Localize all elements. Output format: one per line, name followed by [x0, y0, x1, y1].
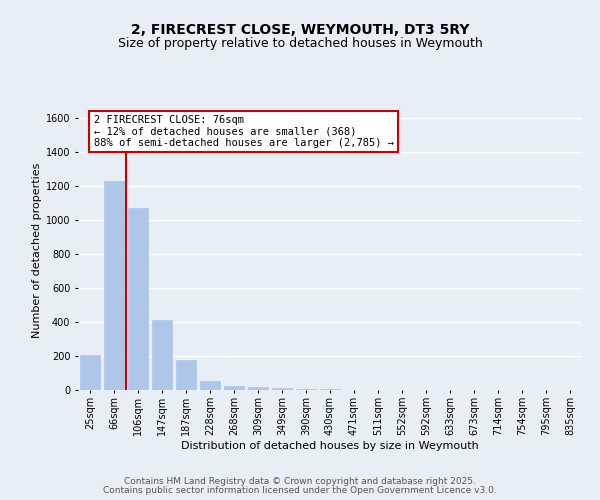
Bar — [176, 360, 196, 390]
Text: Contains public sector information licensed under the Open Government Licence v3: Contains public sector information licen… — [103, 486, 497, 495]
Text: 2, FIRECREST CLOSE, WEYMOUTH, DT3 5RY: 2, FIRECREST CLOSE, WEYMOUTH, DT3 5RY — [131, 22, 469, 36]
Bar — [128, 208, 148, 390]
Text: 2 FIRECREST CLOSE: 76sqm
← 12% of detached houses are smaller (368)
88% of semi-: 2 FIRECREST CLOSE: 76sqm ← 12% of detach… — [94, 115, 394, 148]
Y-axis label: Number of detached properties: Number of detached properties — [32, 162, 41, 338]
Bar — [200, 381, 220, 390]
Bar — [80, 355, 100, 390]
Bar — [224, 386, 244, 390]
Text: Contains HM Land Registry data © Crown copyright and database right 2025.: Contains HM Land Registry data © Crown c… — [124, 477, 476, 486]
Bar — [248, 388, 268, 390]
Text: Size of property relative to detached houses in Weymouth: Size of property relative to detached ho… — [118, 38, 482, 51]
Bar — [104, 182, 124, 390]
Bar — [152, 320, 172, 390]
X-axis label: Distribution of detached houses by size in Weymouth: Distribution of detached houses by size … — [181, 440, 479, 450]
Bar — [296, 389, 316, 390]
Bar — [272, 388, 292, 390]
